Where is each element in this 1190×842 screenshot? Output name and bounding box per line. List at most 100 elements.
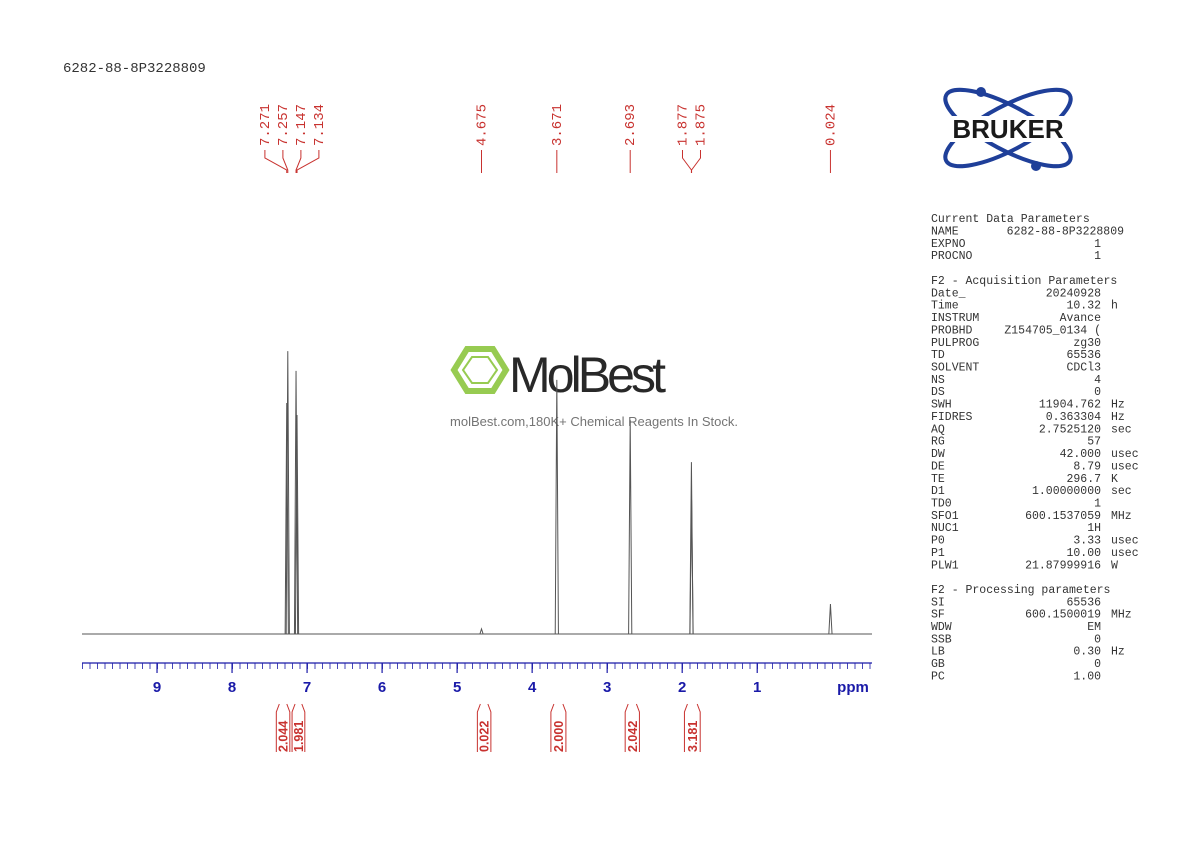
x-tick-label: 2 [678,679,686,696]
param-name: NAME [931,225,959,238]
param-value: 0 [1094,633,1101,646]
integral-label: 2.000 [552,721,566,752]
param-value: 0 [1094,386,1101,399]
param-value: 1.00000000 [1032,485,1101,498]
param-name: INSTRUM [931,312,979,325]
param-name: PULPROG [931,337,979,350]
param-unit: MHz [1111,510,1132,523]
param-value: 600.1500019 [1025,609,1101,622]
integral-label: 1.981 [292,721,306,752]
peak [828,603,833,635]
param-value: 1 [1094,497,1101,510]
param-value: 8.79 [1073,460,1101,473]
integral [275,703,291,752]
integral-label: 3.181 [686,721,700,752]
param-value: 42.000 [1060,448,1102,461]
x-axis-label: ppm [837,679,869,696]
param-name: PROBHD [931,324,973,337]
peak-label: 7.257 [276,104,292,146]
peak-label: 1.877 [675,104,691,146]
param-heading: Current Data Parameters [931,213,1090,226]
param-value: 1H [1087,522,1101,535]
integral-label: 2.044 [277,721,291,752]
param-unit: h [1111,300,1118,313]
param-value: 0.363304 [1046,411,1101,424]
param-value: 57 [1087,436,1101,449]
integral-label: 2.042 [626,721,640,752]
param-name: PC [931,670,945,683]
param-name: GB [931,658,945,671]
param-value: 1.00 [1073,670,1101,683]
integral [624,703,640,752]
integral-label: 0.022 [478,721,492,752]
param-value: zg30 [1073,337,1101,350]
param-name: TD0 [931,497,952,510]
param-name: SI [931,596,945,609]
param-unit: MHz [1111,609,1132,622]
peak-leader [282,150,289,173]
param-value: 600.1537059 [1025,510,1101,523]
param-value: EM [1087,621,1101,634]
peak [285,351,290,635]
x-tick-label: 6 [378,679,386,696]
param-name: NUC1 [931,522,959,535]
param-name: P1 [931,547,945,560]
peak-label: 7.271 [258,104,274,146]
param-unit: K [1111,473,1118,486]
param-value: 10.00 [1066,547,1101,560]
param-name: Date_ [931,287,966,300]
param-name: AQ [931,423,945,436]
x-tick-label: 1 [753,679,761,696]
param-name: P0 [931,535,945,548]
param-unit: Hz [1111,399,1125,412]
param-unit: sec [1111,485,1132,498]
integral [550,703,567,752]
peak [284,402,289,635]
x-tick-label: 8 [228,679,236,696]
peak-label: 1.875 [693,104,709,146]
param-name: WDW [931,621,952,634]
param-value: 10.32 [1066,300,1101,313]
peak-leader [691,150,701,173]
x-tick-label: 9 [153,679,161,696]
param-name: SF [931,609,945,622]
peak [479,627,484,635]
param-value: Avance [1060,312,1102,325]
param-name: NS [931,374,945,387]
peak-leader [295,150,302,173]
param-name: LB [931,646,945,659]
peak-label: 0.024 [823,104,839,146]
peak-leader [296,150,320,173]
param-value: 0 [1094,658,1101,671]
param-value: 6282-88-8P3228809 [1007,225,1124,238]
peak-leader [681,150,692,173]
param-value: 4 [1094,374,1101,387]
param-value: 20240928 [1046,287,1101,300]
param-value: 1 [1094,238,1101,251]
sample-id: 6282-88-8P3228809 [63,61,206,77]
param-unit: usec [1111,547,1139,560]
param-value: 1 [1094,250,1101,263]
param-name: FIDRES [931,411,973,424]
param-name: DS [931,386,945,399]
param-value: 65536 [1066,349,1101,362]
param-value: 3.33 [1073,535,1101,548]
x-tick-label: 5 [453,679,461,696]
integral [291,703,306,752]
param-name: PLW1 [931,559,959,572]
param-unit: usec [1111,535,1139,548]
watermark-tagline: molBest.com,180K+ Chemical Reagents In S… [450,414,738,429]
param-name: PROCNO [931,250,973,263]
param-name: RG [931,436,945,449]
peak-label: 2.693 [623,104,639,146]
peak [554,379,559,635]
param-value: 2.7525120 [1039,423,1101,436]
x-tick-label: 7 [303,679,311,696]
peak-label: 3.671 [550,104,566,146]
param-name: SOLVENT [931,362,979,375]
param-name: D1 [931,485,945,498]
x-tick-label: 4 [528,679,537,696]
watermark-brand: MolBest [509,347,666,403]
